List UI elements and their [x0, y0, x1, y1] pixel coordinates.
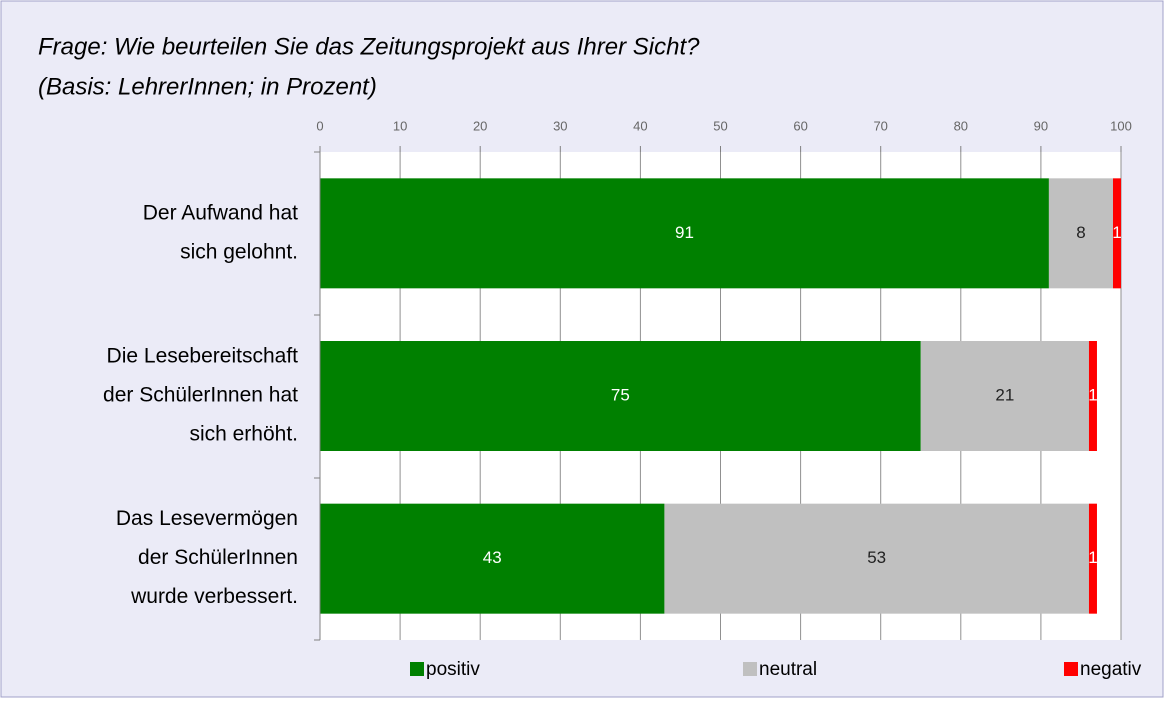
legend-swatch	[1064, 662, 1078, 676]
bar-segment	[920, 341, 1089, 451]
x-tick-label: 80	[954, 118, 968, 133]
y-tick-label: Die Lesebereitschaft	[107, 345, 299, 368]
bar-segment	[320, 503, 665, 614]
bar-segment	[1112, 178, 1121, 289]
data-label: 1	[1112, 223, 1121, 242]
y-tick-label: Der Aufwand hat	[143, 201, 298, 224]
x-tick-label: 90	[1034, 118, 1048, 133]
legend-label: neutral	[759, 659, 817, 680]
data-label: 43	[483, 548, 502, 567]
x-tick-label: 20	[473, 118, 487, 133]
data-label: 53	[867, 548, 886, 567]
legend-label: positiv	[426, 659, 480, 680]
y-tick-label: der SchülerInnen hat	[103, 384, 298, 407]
bar-segment	[664, 503, 1089, 614]
y-tick-label: der SchülerInnen	[138, 546, 298, 569]
x-tick-label: 10	[393, 118, 407, 133]
legend-swatch	[410, 662, 424, 676]
bar-segment	[1088, 341, 1097, 451]
chart-title: Frage: Wie beurteilen Sie das Zeitungspr…	[38, 33, 700, 60]
data-label: 91	[675, 223, 694, 242]
x-tick-label: 60	[793, 118, 807, 133]
x-tick-label: 50	[713, 118, 727, 133]
x-tick-label: 40	[633, 118, 647, 133]
x-tick-label: 30	[553, 118, 567, 133]
bar-segment	[1048, 178, 1113, 289]
x-tick-label: 0	[316, 118, 323, 133]
data-label: 75	[611, 385, 630, 404]
chart-subtitle: (Basis: LehrerInnen; in Prozent)	[38, 73, 377, 100]
bar-segment	[320, 178, 1049, 289]
legend-swatch	[743, 662, 757, 676]
data-label: 1	[1088, 548, 1097, 567]
y-tick-label: sich erhöht.	[189, 423, 298, 446]
data-label: 1	[1088, 385, 1097, 404]
x-tick-label: 100	[1110, 118, 1132, 133]
legend-label: negativ	[1080, 659, 1142, 680]
data-label: 8	[1076, 223, 1085, 242]
y-tick-label: Das Lesevermögen	[116, 507, 298, 530]
x-tick-label: 70	[873, 118, 887, 133]
bar-segment	[320, 341, 921, 451]
bar-segment	[1088, 503, 1097, 614]
y-tick-label: wurde verbessert.	[130, 585, 298, 608]
data-label: 21	[995, 385, 1014, 404]
y-tick-label: sich gelohnt.	[180, 240, 298, 263]
